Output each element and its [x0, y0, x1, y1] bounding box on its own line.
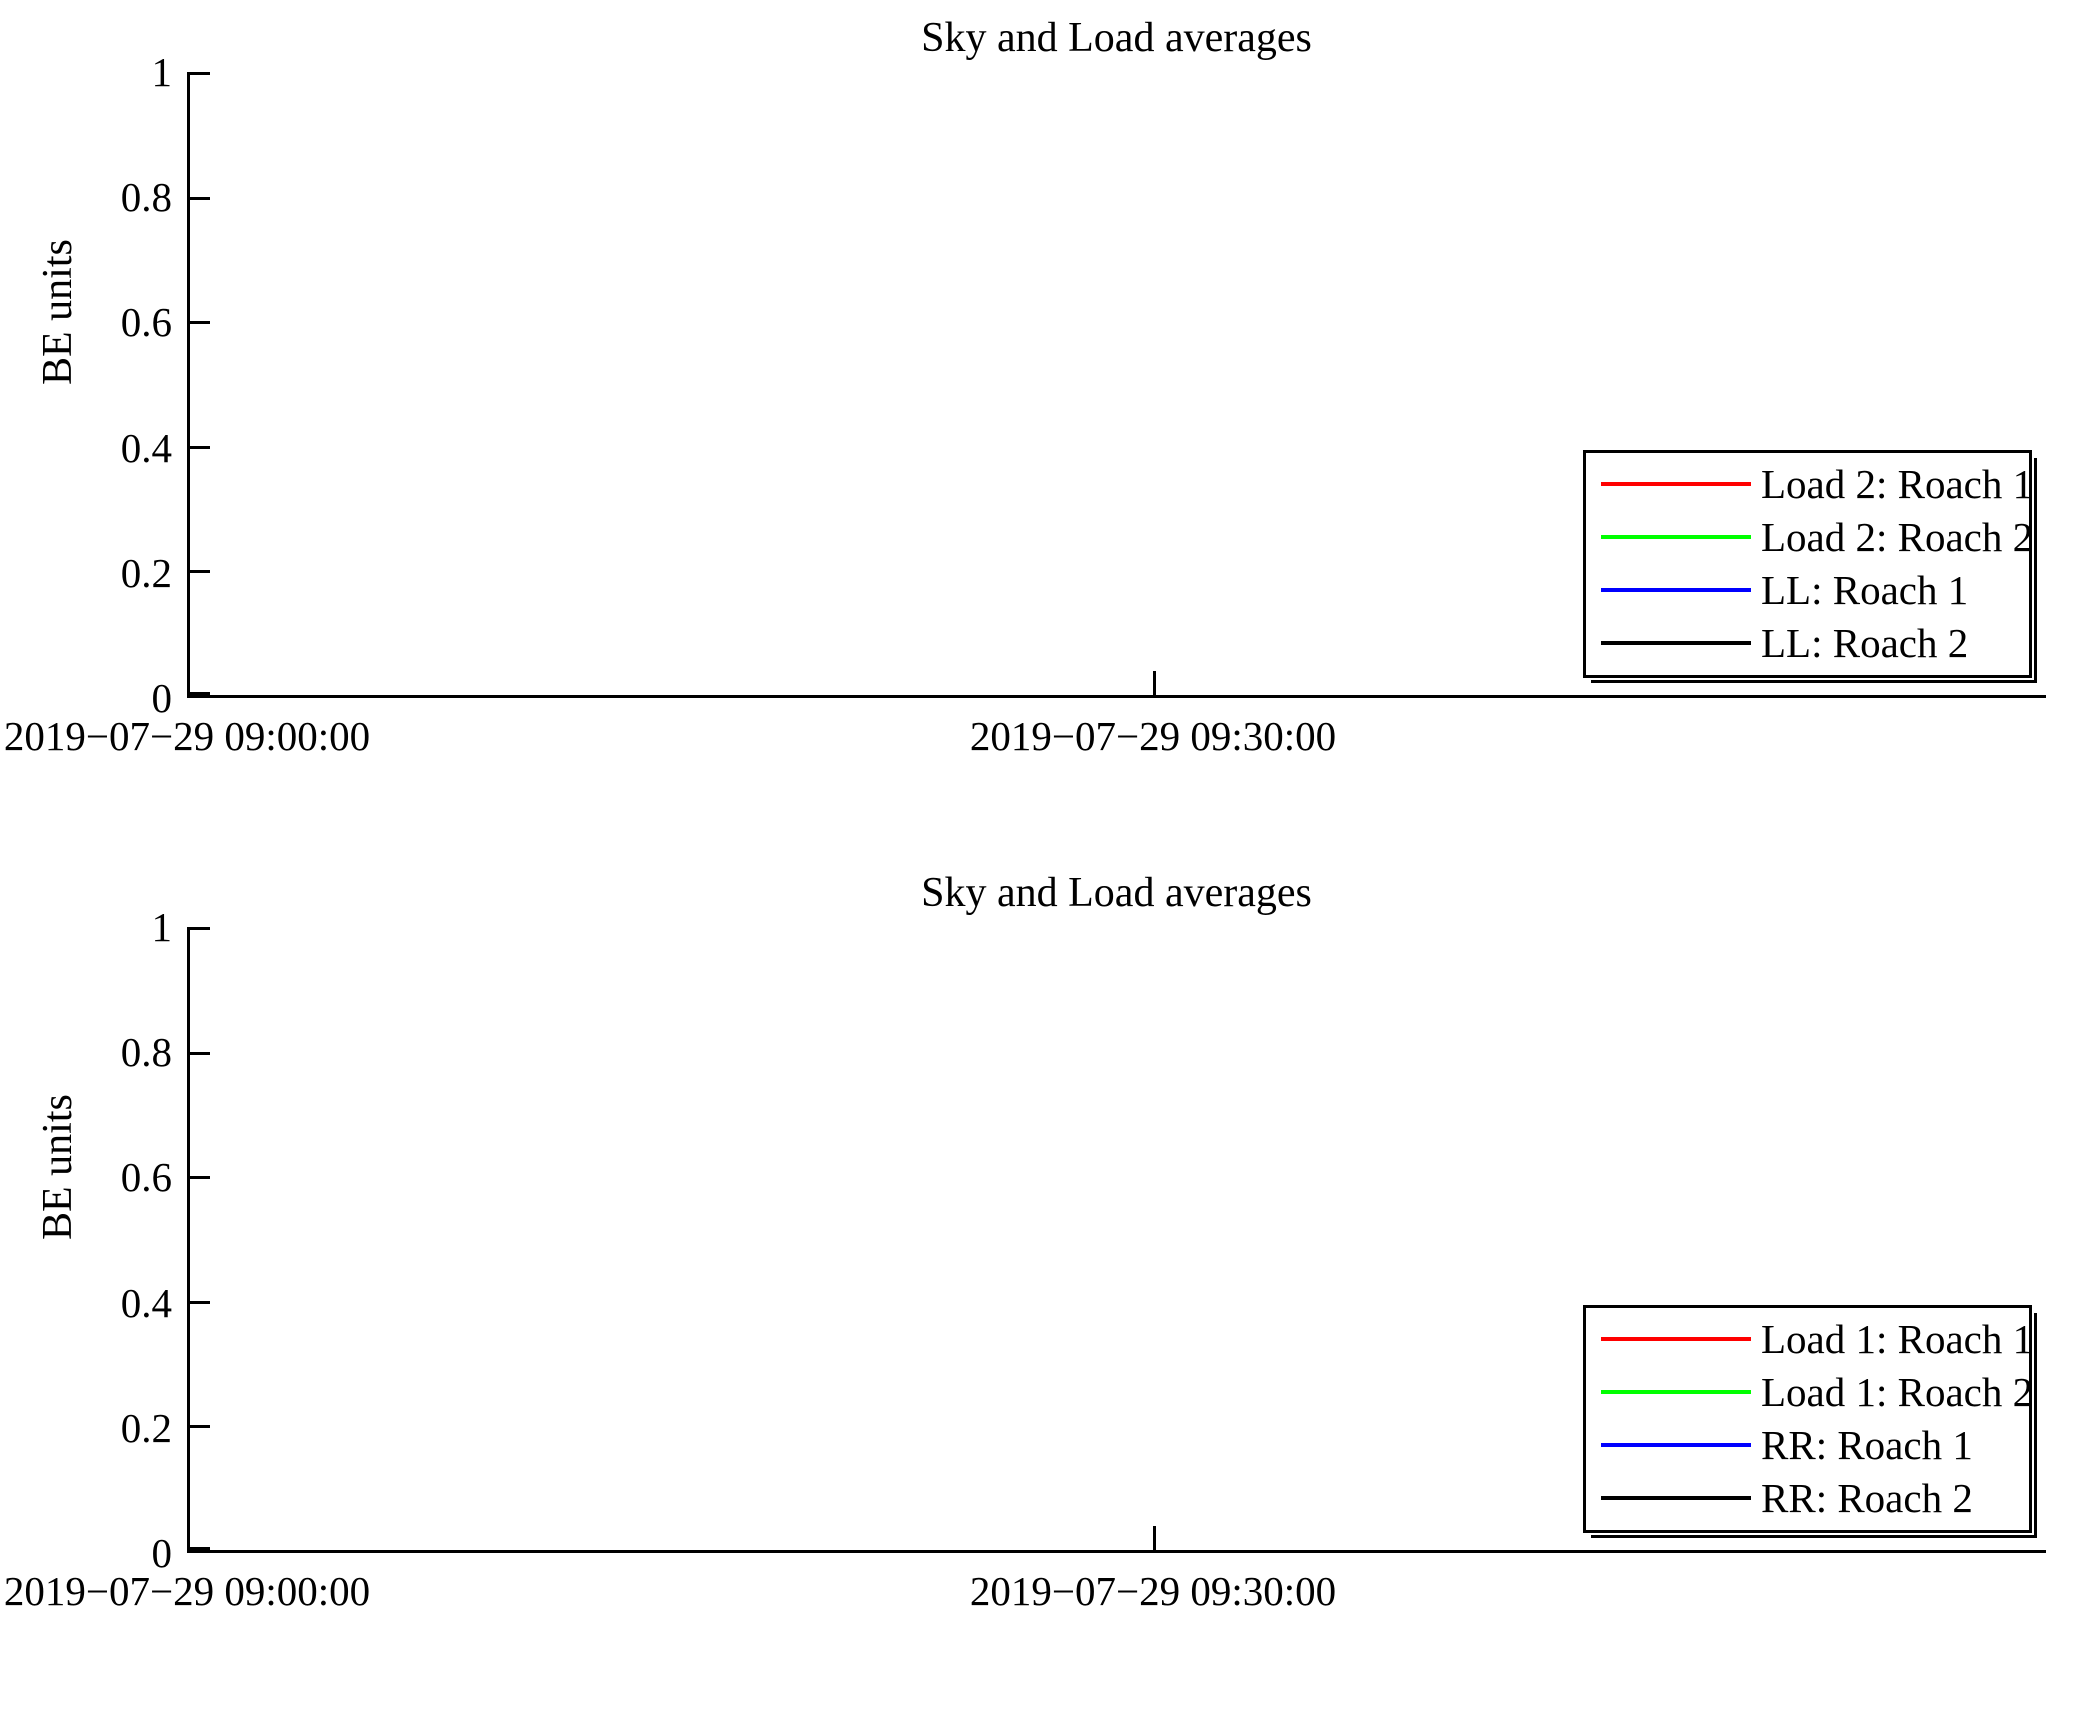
- y-axis-tick: [190, 1176, 210, 1179]
- y-axis-tick: [190, 197, 210, 200]
- legend-item: Load 1: Roach 2: [1586, 1365, 2033, 1418]
- legend-item-label: Load 1: Roach 1: [1761, 1315, 2034, 1362]
- legend-item-label: RR: Roach 1: [1761, 1421, 1973, 1468]
- x-tick-label: 2019−07−29 09:30:00: [969, 1568, 1337, 1614]
- y-axis-tick: [190, 570, 210, 573]
- legend-item-label: LL: Roach 1: [1761, 566, 1969, 613]
- y-tick-label: 0: [151, 675, 173, 721]
- y-axis-tick: [190, 1052, 210, 1055]
- y-tick-label: 0.4: [120, 1280, 172, 1326]
- y-tick-label: 0.6: [120, 299, 172, 345]
- legend-line-sample: [1601, 534, 1751, 539]
- legend: Load 2: Roach 1 Load 2: Roach 2 LL: Roac…: [1583, 450, 2037, 683]
- legend-item: RR: Roach 2: [1586, 1471, 2029, 1524]
- legend-item: LL: Roach 1: [1586, 563, 2029, 616]
- y-axis-tick: [190, 446, 210, 449]
- legend-item-label: Load 2: Roach 2: [1761, 513, 2034, 560]
- y-tick-label: 0: [151, 1530, 173, 1576]
- y-axis-tick: [190, 927, 210, 930]
- y-axis-tick: [190, 72, 210, 75]
- y-axis-tick: [190, 321, 210, 324]
- legend: Load 1: Roach 1 Load 1: Roach 2 RR: Roac…: [1583, 1305, 2037, 1538]
- y-tick-label: 0.6: [120, 1154, 172, 1200]
- legend-line-sample: [1601, 1442, 1751, 1447]
- y-tick-label: 0.8: [120, 1029, 172, 1075]
- y-axis-tick: [190, 1547, 210, 1550]
- y-axis-tick: [190, 1425, 210, 1428]
- legend-line-sample: [1601, 640, 1751, 645]
- x-tick-label: 2019−07−29 09:00:00: [3, 713, 371, 759]
- legend-item: Load 1: Roach 1: [1586, 1312, 2033, 1365]
- legend-item-label: LL: Roach 2: [1761, 619, 1969, 666]
- chart-top: Sky and Load averages 1 0.8 0.6 0.4 0.2 …: [3, 15, 2046, 759]
- legend-line-sample: [1601, 587, 1751, 592]
- y-tick-label: 0.8: [120, 174, 172, 220]
- plot-area: [187, 927, 2046, 1553]
- legend-item: LL: Roach 2: [1586, 616, 2029, 669]
- chart-title: Sky and Load averages: [921, 870, 1312, 916]
- x-axis-tick: [1153, 671, 1156, 695]
- legend-item-label: RR: Roach 2: [1761, 1474, 1973, 1521]
- y-tick-label: 0.4: [120, 425, 172, 471]
- legend-item: Load 2: Roach 1: [1586, 457, 2033, 510]
- legend-item: RR: Roach 1: [1586, 1418, 2029, 1471]
- chart-title: Sky and Load averages: [921, 15, 1312, 61]
- x-tick-label: 2019−07−29 09:30:00: [969, 713, 1337, 759]
- legend-line-sample: [1601, 1495, 1751, 1500]
- y-tick-label: 1: [151, 904, 173, 950]
- x-axis-tick: [1153, 1526, 1156, 1550]
- plot-area: [187, 72, 2046, 698]
- y-axis-tick: [190, 1301, 210, 1304]
- y-tick-label: 0.2: [120, 550, 172, 596]
- legend-line-sample: [1601, 481, 1751, 486]
- chart-bottom: Sky and Load averages 1 0.8 0.6 0.4 0.2 …: [0, 855, 2075, 1710]
- y-tick-label: 1: [151, 49, 173, 95]
- x-tick-label: 2019−07−29 09:00:00: [3, 1568, 371, 1614]
- legend-line-sample: [1601, 1336, 1751, 1341]
- y-axis-tick: [190, 692, 210, 695]
- legend-item-label: Load 2: Roach 1: [1761, 460, 2034, 507]
- legend-line-sample: [1601, 1389, 1751, 1394]
- legend-item-label: Load 1: Roach 2: [1761, 1368, 2034, 1415]
- y-tick-label: 0.2: [120, 1405, 172, 1451]
- legend-item: Load 2: Roach 2: [1586, 510, 2033, 563]
